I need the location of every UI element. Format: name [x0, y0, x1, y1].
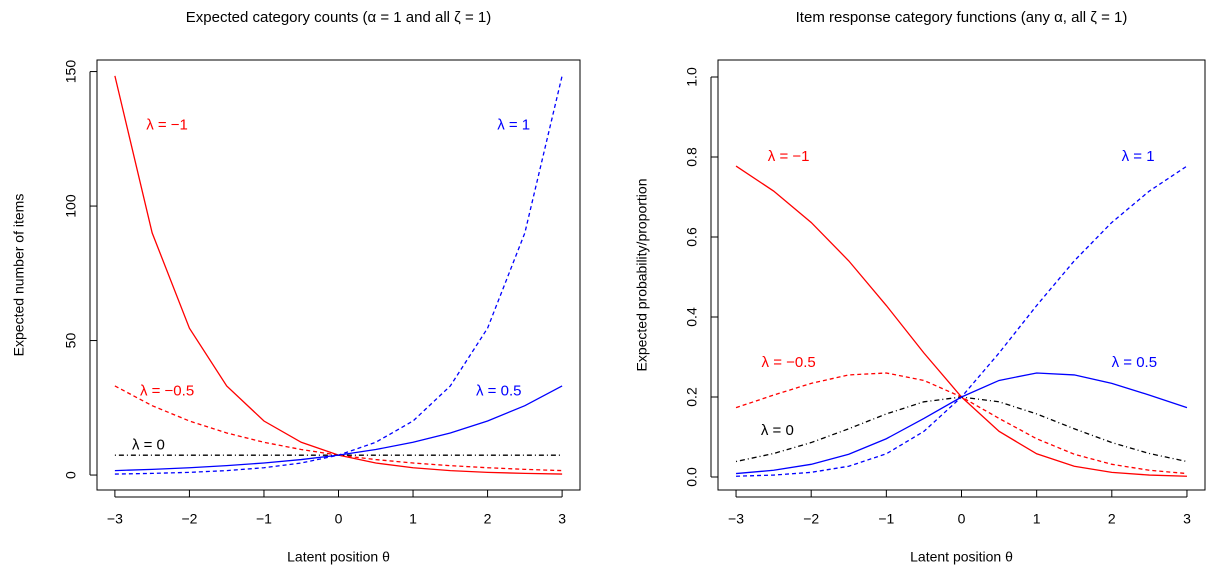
curve-label: λ = −1: [768, 148, 810, 165]
line-series: [735, 372, 1188, 475]
y-tick-label: 100: [63, 194, 79, 218]
curve-label: λ = 1: [497, 116, 530, 133]
x-tick-label: 1: [409, 511, 417, 527]
chart-title: Expected category counts (α = 1 and all …: [186, 9, 491, 26]
x-tick-label: 1: [1033, 511, 1041, 527]
line-series: [735, 396, 1188, 463]
x-tick-label: 3: [1183, 511, 1191, 527]
y-tick-label: 50: [63, 333, 79, 349]
x-axis-label: Latent position θ: [287, 549, 390, 565]
line-series: [735, 372, 1188, 475]
curve-label: λ = 0: [761, 422, 794, 439]
curve-label: λ = −0.5: [762, 354, 816, 371]
x-tick-label: −1: [878, 511, 894, 527]
y-axis-label: Expected number of items: [11, 194, 27, 357]
line-series: [735, 165, 1187, 477]
y-tick-label: 0.6: [684, 227, 700, 247]
curve-label: λ = −1: [146, 116, 188, 133]
curve-label: λ = 0: [132, 436, 165, 453]
x-tick-label: −3: [107, 511, 123, 527]
x-tick-label: −3: [728, 511, 744, 527]
x-tick-label: 3: [558, 511, 566, 527]
y-tick-label: 0.8: [684, 147, 700, 167]
x-tick-label: −2: [803, 511, 819, 527]
line-series: [736, 165, 1188, 477]
curve-label: λ = 0.5: [1112, 354, 1157, 371]
curve-label: λ = 1: [1122, 148, 1155, 165]
x-tick-label: 0: [958, 511, 966, 527]
y-tick-label: 150: [63, 60, 79, 84]
chart-title: Item response category functions (any α,…: [796, 9, 1128, 26]
y-tick-label: 0.4: [684, 307, 700, 327]
curve-label: λ = 0.5: [476, 383, 521, 400]
line-series: [114, 75, 563, 475]
y-tick-label: 1.0: [684, 67, 700, 87]
y-axis-label: Expected probability/proportion: [634, 178, 650, 371]
x-tick-label: 0: [335, 511, 343, 527]
x-tick-label: 2: [1108, 511, 1116, 527]
x-tick-label: 2: [484, 511, 492, 527]
line-series: [114, 385, 563, 472]
y-tick-label: 0: [63, 471, 79, 479]
line-series: [114, 75, 563, 475]
x-axis-label: Latent position θ: [910, 549, 1013, 565]
x-tick-label: −1: [256, 511, 272, 527]
y-tick-label: 0.0: [684, 467, 700, 487]
y-tick-label: 0.2: [684, 387, 700, 407]
curve-label: λ = −0.5: [140, 383, 194, 400]
x-tick-label: −2: [181, 511, 197, 527]
